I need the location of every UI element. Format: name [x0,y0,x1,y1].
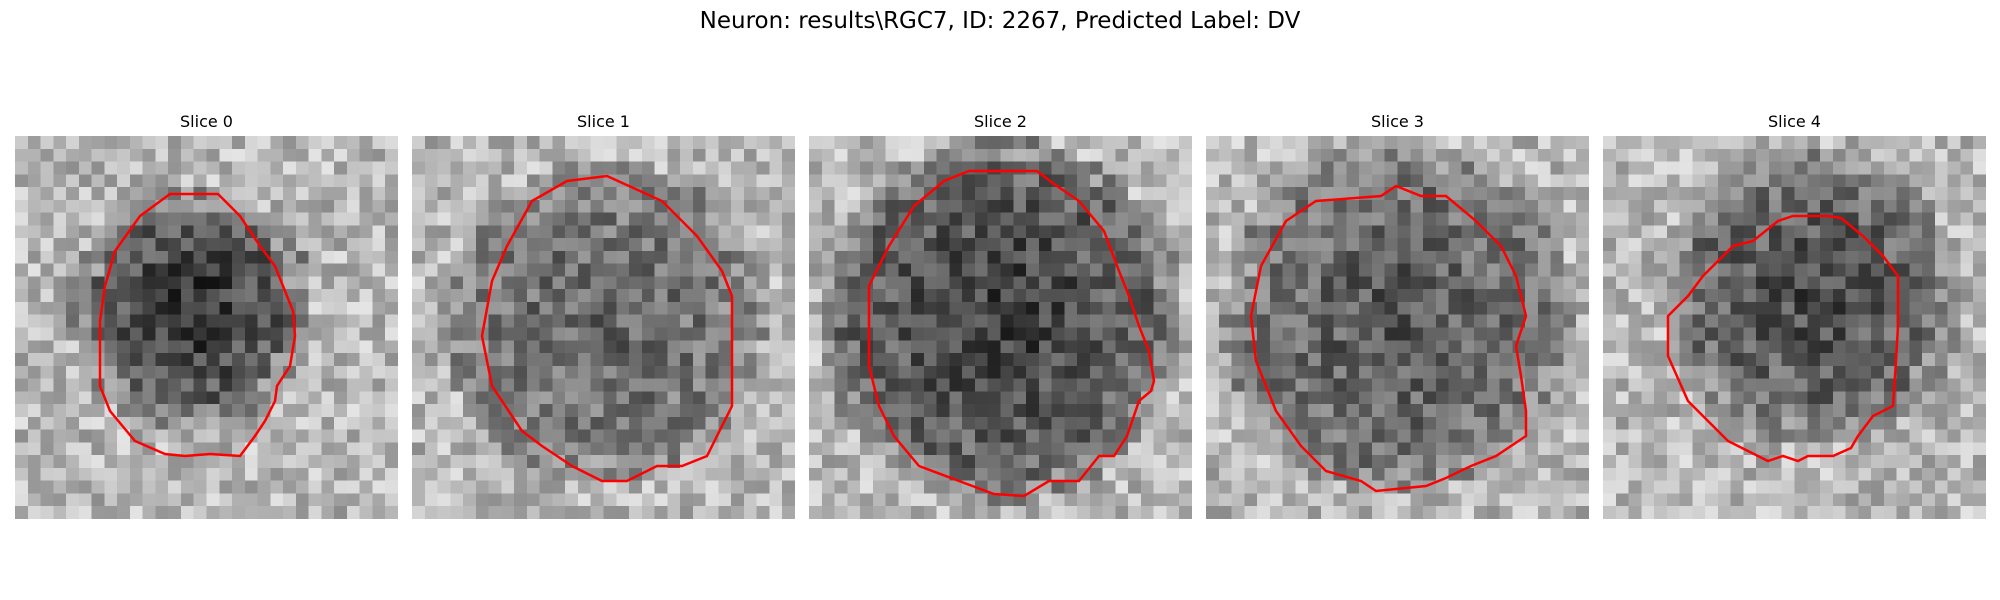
slice-image-3 [1206,136,1589,519]
slice-image-2 [809,136,1192,519]
slice-image-0 [15,136,398,519]
cell-contour [1666,214,1900,463]
cell-contour [98,192,297,458]
slice-image-4 [1603,136,1986,519]
contour-overlay [98,192,297,458]
cell-contour [1249,184,1528,493]
slice-image-1 [412,136,795,519]
cell-contour [867,169,1156,498]
grayscale-image [1206,136,1589,519]
slice-title: Slice 4 [1768,112,1821,131]
contour-overlay [867,169,1156,498]
slice-title: Slice 1 [577,112,630,131]
grayscale-image [809,136,1192,519]
figure-title: Neuron: results\RGC7, ID: 2267, Predicte… [699,8,1301,34]
contour-overlay [1666,214,1900,463]
cell-contour [480,174,734,483]
slice-title: Slice 2 [974,112,1027,131]
slice-title: Slice 3 [1371,112,1424,131]
slice-title: Slice 0 [180,112,233,131]
contour-overlay [1249,184,1528,493]
contour-overlay [480,174,734,483]
